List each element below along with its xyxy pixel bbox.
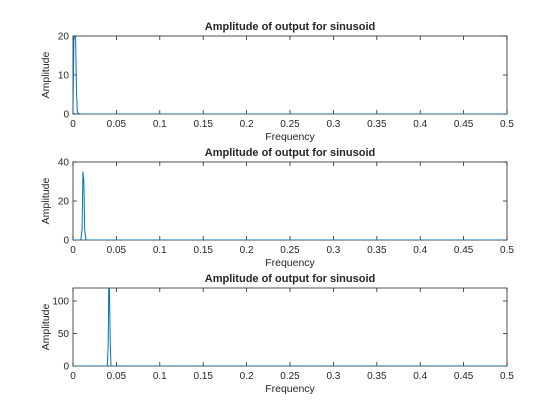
x-tick-label: 0.4: [413, 371, 427, 382]
subplot-3: 0 0.05 0.1 0.15 0.2 0.25 0.3 0.35 0.4 0.45 0.5 0 50 1…: [40, 273, 514, 395]
y-axis-label: Amplitude: [40, 178, 52, 225]
subplot-2: 0 0.05 0.1 0.15 0.2 0.25 0.3 0.35 0.4 0.45 0.5 0 20 4…: [40, 147, 514, 269]
chart-title: Amplitude of output for sinusoid: [205, 21, 375, 33]
y-tick-label: 50: [58, 329, 70, 340]
x-tick-label: 0.45: [454, 119, 474, 130]
x-tick-label: 0: [70, 119, 76, 130]
x-tick-label: 0.2: [240, 371, 254, 382]
y-tick-label: 100: [52, 297, 69, 308]
x-tick-label: 0.5: [500, 371, 514, 382]
x-tick-label: 0.1: [153, 245, 167, 256]
series-line-1: [73, 288, 507, 366]
y-tick-label: 20: [58, 197, 70, 208]
x-tick-label: 0.25: [280, 245, 300, 256]
y-tick-label: 0: [63, 236, 69, 247]
x-tick-label: 0.5: [500, 245, 514, 256]
x-tick-label: 0.25: [280, 371, 300, 382]
x-tick-label: 0.25: [280, 119, 300, 130]
y-axis-label: Amplitude: [40, 52, 52, 99]
y-tick-label: 0: [63, 362, 69, 373]
chart-title: Amplitude of output for sinusoid: [205, 147, 375, 159]
subplot-1: 0 0.05 0.1 0.15 0.2 0.25 0.3 0.35 0.4 0.45 0.5 0 10 2…: [40, 21, 514, 143]
y-tick-label: 40: [58, 158, 70, 169]
x-tick-label: 0.3: [326, 371, 340, 382]
x-tick-label: 0.5: [500, 119, 514, 130]
x-axis-label: Frequency: [265, 257, 315, 269]
x-tick-label: 0.15: [193, 119, 213, 130]
axes-box: [72, 161, 508, 241]
x-tick-label: 0.05: [107, 119, 127, 130]
series-line-1: [73, 36, 507, 114]
x-tick-label: 0.1: [153, 371, 167, 382]
series-line-1: [73, 171, 507, 240]
y-tick-label: 0: [63, 110, 69, 121]
y-tick-label: 10: [58, 71, 70, 82]
x-axis-label: Frequency: [265, 131, 315, 143]
x-tick-label: 0.15: [193, 245, 213, 256]
x-tick-label: 0.4: [413, 245, 427, 256]
x-tick-label: 0.4: [413, 119, 427, 130]
x-tick-label: 0.35: [367, 119, 387, 130]
x-tick-label: 0.45: [454, 245, 474, 256]
x-tick-label: 0.3: [326, 245, 340, 256]
x-axis-label: Frequency: [265, 383, 315, 395]
x-tick-label: 0.05: [107, 245, 127, 256]
x-tick-label: 0: [70, 245, 76, 256]
x-tick-label: 0.15: [193, 371, 213, 382]
y-axis-label: Amplitude: [40, 304, 52, 351]
chart-title: Amplitude of output for sinusoid: [205, 273, 375, 285]
x-tick-label: 0.3: [326, 119, 340, 130]
x-tick-label: 0.05: [107, 371, 127, 382]
subplots: 0 0.05 0.1 0.15 0.2 0.25 0.3 0.35 0.4 0.45 0.5 0 10 2…: [40, 21, 514, 395]
x-tick-label: 0.2: [240, 119, 254, 130]
x-tick-label: 0.45: [454, 371, 474, 382]
axes-box: [72, 35, 508, 115]
x-tick-label: 0: [70, 371, 76, 382]
y-tick-label: 20: [58, 32, 70, 43]
x-tick-label: 0.1: [153, 119, 167, 130]
x-tick-label: 0.2: [240, 245, 254, 256]
x-tick-label: 0.35: [367, 245, 387, 256]
x-tick-label: 0.35: [367, 371, 387, 382]
axes-box: [72, 287, 508, 367]
